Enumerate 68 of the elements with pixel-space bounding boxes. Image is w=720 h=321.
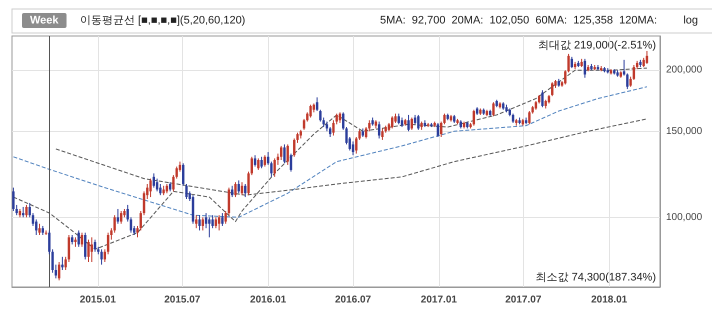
candlestick bbox=[391, 116, 394, 129]
candlestick bbox=[182, 162, 184, 186]
line-series bbox=[12, 86, 648, 218]
candlestick bbox=[84, 232, 86, 260]
candlestick bbox=[436, 122, 440, 138]
candlestick bbox=[381, 128, 384, 140]
candlestick bbox=[214, 216, 218, 229]
candlestick bbox=[120, 210, 122, 224]
candlestick bbox=[42, 225, 44, 236]
y-tick-label: 150,000 bbox=[666, 126, 703, 137]
candlestick bbox=[90, 236, 93, 263]
candlestick bbox=[254, 154, 256, 168]
candlestick bbox=[168, 182, 172, 192]
x-tick-label: 2015.07 bbox=[164, 294, 201, 306]
candlestick bbox=[286, 144, 289, 166]
text: Week bbox=[30, 14, 60, 26]
candlestick bbox=[244, 183, 246, 198]
candlestick bbox=[238, 180, 240, 194]
candlestick bbox=[260, 156, 263, 169]
candlestick bbox=[149, 178, 152, 198]
x-tick-label: 2017.01 bbox=[420, 294, 458, 306]
y-tick-label: 100,000 bbox=[666, 212, 703, 223]
x-tick-label: 2017.07 bbox=[505, 294, 542, 306]
candlestick bbox=[551, 82, 554, 97]
candlestick bbox=[162, 185, 165, 196]
candlestick bbox=[231, 185, 234, 198]
candlestick bbox=[74, 236, 77, 248]
candlestick bbox=[152, 172, 156, 188]
x-tick-label: 2016.07 bbox=[334, 294, 372, 306]
candlestick bbox=[100, 248, 103, 266]
candlestick bbox=[70, 234, 74, 245]
candlestick bbox=[316, 96, 318, 112]
text: 5MA: 92,700 20MA: 102,050 60MA: 125,358 120MA: bbox=[380, 14, 658, 26]
candlestick bbox=[78, 230, 80, 248]
candlestick bbox=[570, 56, 574, 69]
candlestick bbox=[410, 117, 414, 130]
x-tick-label: 2018.01 bbox=[591, 294, 628, 306]
y-tick-label: 200,000 bbox=[666, 64, 703, 76]
candlestick bbox=[202, 216, 204, 231]
candlestick bbox=[218, 214, 220, 231]
candlestick bbox=[22, 206, 24, 218]
candlestick bbox=[116, 208, 120, 224]
x-tick-label: 2015.01 bbox=[80, 294, 116, 306]
candlestick bbox=[264, 154, 266, 168]
candlestick bbox=[58, 262, 60, 281]
candlestick bbox=[378, 121, 380, 139]
candlestick bbox=[273, 158, 276, 178]
x-tick-label: 2016.01 bbox=[250, 294, 287, 306]
candlestick bbox=[208, 216, 211, 238]
candlestick bbox=[166, 183, 168, 194]
candlestick bbox=[257, 158, 260, 170]
candlestick bbox=[309, 104, 312, 118]
candlestick bbox=[195, 214, 198, 229]
candlestick bbox=[12, 187, 15, 212]
candlestick bbox=[283, 144, 286, 164]
candlestick bbox=[646, 50, 648, 64]
candlestick bbox=[414, 114, 416, 125]
candlestick bbox=[398, 113, 400, 125]
text: 이동평균선 [■,■,■,■](5,20,60,120) bbox=[80, 14, 246, 26]
candlestick bbox=[417, 114, 420, 130]
candlestick bbox=[221, 212, 224, 226]
annotation: 최소값 74,300(187.34%) bbox=[536, 272, 656, 284]
candlestick bbox=[584, 58, 586, 78]
annotation: 최대값 219,000(-2.51%) bbox=[538, 40, 656, 52]
candlestick bbox=[541, 90, 544, 108]
text: log bbox=[683, 14, 698, 26]
candlestick bbox=[472, 109, 476, 126]
candlestick bbox=[61, 256, 64, 271]
